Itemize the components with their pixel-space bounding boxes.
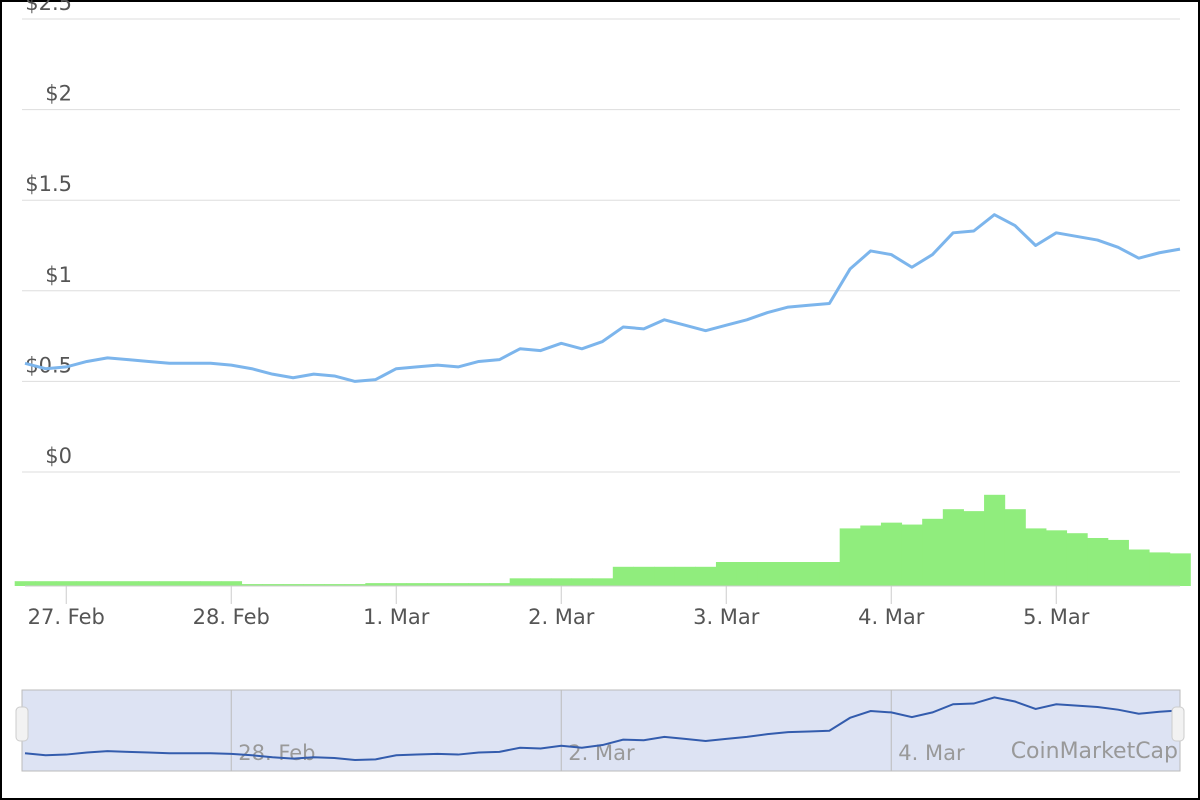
- volume-bar: [262, 584, 284, 586]
- volume-bar: [901, 524, 923, 586]
- volume-bar: [489, 583, 511, 586]
- volume-bar: [97, 581, 119, 586]
- price-line: [24, 213, 1181, 383]
- volume-bar: [654, 566, 676, 586]
- volume-bar: [1128, 549, 1150, 586]
- navigator-label: 28. Feb: [238, 741, 315, 765]
- navigator-label: 4. Mar: [898, 741, 965, 765]
- volume-bar: [179, 581, 201, 586]
- volume-bar: [406, 583, 428, 586]
- x-tick-label: 1. Mar: [363, 605, 430, 629]
- volume-bar: [571, 578, 593, 586]
- volume-bar: [819, 562, 841, 586]
- volume-bar: [55, 581, 78, 586]
- volume-bar: [860, 525, 882, 586]
- navigator-handle[interactable]: [1171, 706, 1185, 742]
- volume-bar: [757, 562, 779, 586]
- volume-bar: [14, 581, 36, 586]
- x-tick-label: 4. Mar: [858, 605, 925, 629]
- volume-bar: [1066, 533, 1088, 586]
- navigator-handle[interactable]: [15, 706, 29, 742]
- volume-bar: [468, 583, 490, 586]
- volume-bar: [922, 518, 944, 586]
- volume-bar: [550, 578, 573, 586]
- volume-bar: [1087, 538, 1109, 586]
- y-tick-label: $2: [45, 82, 72, 106]
- x-tick-label: 28. Feb: [193, 605, 270, 629]
- volume-bar: [365, 583, 387, 586]
- volume-bar: [344, 584, 366, 586]
- volume-bar: [592, 578, 614, 586]
- volume-bar: [385, 583, 408, 586]
- volume-bar: [880, 522, 903, 586]
- navigator-line: [24, 696, 1181, 762]
- volume-bar: [282, 584, 304, 586]
- volume-bar: [509, 578, 531, 586]
- x-tick-label: 3. Mar: [693, 605, 760, 629]
- y-tick-label: $0: [45, 444, 72, 468]
- volume-bar: [736, 562, 758, 586]
- volume-bar: [447, 583, 469, 586]
- volume-bar: [76, 581, 98, 586]
- volume-bar: [35, 581, 57, 586]
- x-tick-label: 27. Feb: [28, 605, 105, 629]
- volume-bar: [324, 584, 346, 586]
- navigator[interactable]: [21, 689, 1181, 772]
- volume-bar: [1045, 530, 1068, 586]
- volume-bar: [530, 578, 552, 586]
- volume-bar: [303, 584, 325, 586]
- volume-bar: [200, 581, 222, 586]
- volume-bar: [138, 581, 160, 586]
- volume-bar: [798, 562, 820, 586]
- volume-bar: [1004, 509, 1026, 586]
- x-tick-label: 5. Mar: [1023, 605, 1090, 629]
- volume-bar: [695, 566, 717, 586]
- volume-bar: [241, 584, 263, 586]
- volume-bar: [117, 581, 139, 586]
- volume-bar: [839, 528, 861, 586]
- volume-bar: [942, 509, 964, 586]
- volume-bar: [633, 566, 655, 586]
- y-tick-label: $2.5: [25, 0, 72, 15]
- volume-bar: [1107, 539, 1129, 586]
- volume-bar: [220, 581, 243, 586]
- volume-bar: [777, 562, 799, 586]
- x-tick-label: 2. Mar: [528, 605, 595, 629]
- volume-bar: [963, 511, 985, 586]
- volume-bar: [159, 581, 181, 586]
- volume-bar: [612, 566, 634, 586]
- volume-bar: [674, 566, 696, 586]
- volume-bar: [1025, 528, 1047, 586]
- volume-bar: [984, 494, 1006, 586]
- volume-bar: [1149, 552, 1171, 586]
- volume-bar: [427, 583, 449, 586]
- volume-bar: [715, 562, 738, 586]
- volume-bar: [1169, 553, 1191, 586]
- y-tick-label: $1: [45, 263, 72, 287]
- y-tick-label: $1.5: [25, 172, 72, 196]
- watermark: CoinMarketCap: [1011, 739, 1178, 764]
